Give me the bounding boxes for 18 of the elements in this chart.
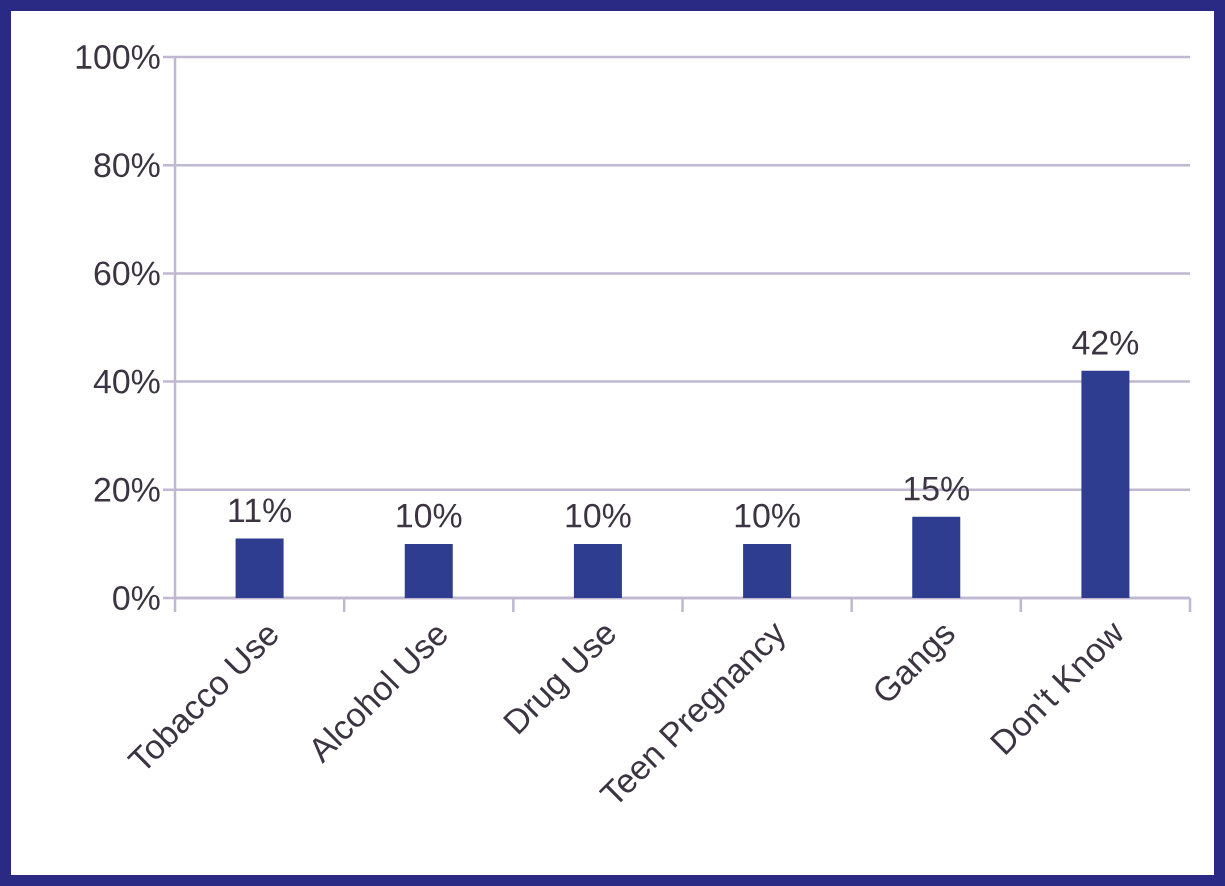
- bar: [235, 538, 284, 598]
- y-tick-label: 0%: [113, 586, 160, 610]
- y-tick-label: 80%: [94, 153, 160, 178]
- data-label: 10%: [397, 503, 462, 528]
- y-tick-label: 100%: [76, 45, 160, 69]
- data-label: 15%: [904, 476, 969, 501]
- data-label: 42%: [1072, 330, 1139, 355]
- bar: [1081, 370, 1130, 598]
- y-tick-label: 40%: [93, 369, 160, 394]
- data-label: 10%: [735, 503, 800, 528]
- bar: [743, 543, 792, 598]
- y-tick-label: 20%: [94, 477, 160, 502]
- y-tick-label: 60%: [94, 261, 160, 286]
- bar: [912, 516, 961, 598]
- data-label: 11%: [229, 498, 292, 523]
- bar: [404, 543, 453, 598]
- data-label: 10%: [566, 503, 631, 528]
- bar: [573, 543, 622, 598]
